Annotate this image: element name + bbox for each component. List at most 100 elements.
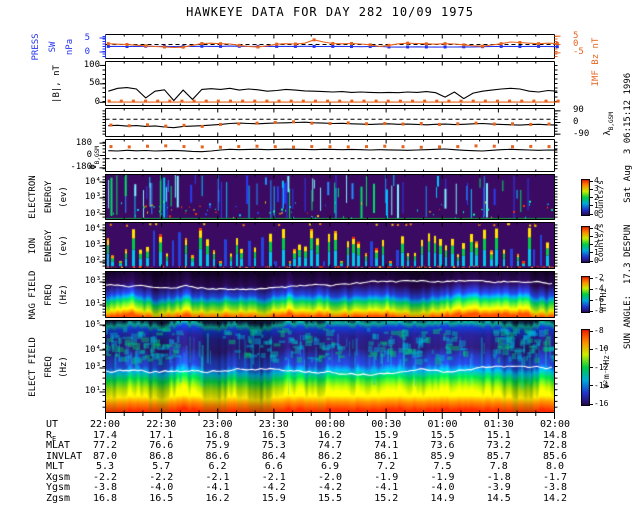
colorbar-tick-label: -4	[594, 284, 604, 293]
x-axis-time-label: 00:00	[314, 419, 346, 430]
colorbar-tick-label: -2	[594, 273, 604, 282]
table-cell: 16.8	[205, 429, 230, 441]
table-row-label-r: RE	[46, 429, 57, 443]
table-cell: 16.8	[92, 492, 118, 504]
table-cell: -2.1	[261, 471, 286, 483]
colorbar-tick-mark	[590, 277, 593, 279]
magnetic-field-magnitude-axis-label: |B|, nT	[52, 64, 62, 103]
y-tick-label: 100	[83, 59, 100, 70]
table-cell: 6.6	[264, 461, 283, 472]
colorbar-tick-mark	[590, 403, 593, 405]
table-cell: -2.2	[149, 471, 174, 483]
y-tick-label: -180	[70, 162, 92, 173]
colorbar-tick-mark	[590, 244, 593, 245]
colorbar-tick-label: 2	[594, 239, 599, 249]
colorbar-tick-mark	[590, 180, 593, 182]
colorbar-tick-mark	[590, 188, 593, 190]
colorbar-tick-mark	[590, 299, 593, 301]
mag-field-frequency-spectrogram-canvas	[105, 271, 555, 318]
table-cell: 14.5	[486, 492, 511, 504]
y-tick-label: 0	[84, 46, 90, 57]
table-cell: 87.0	[92, 450, 118, 462]
colorbar-tick-mark	[590, 235, 593, 237]
table-row-label-mlt: MLT	[46, 461, 65, 472]
lambda-b-gsm-latitude-angle-frame	[102, 108, 561, 137]
table-row-label-ygsm: Ygsm	[46, 482, 71, 493]
y-tick-label: 90	[573, 105, 584, 116]
lambda-subscript: B,GSM	[607, 112, 615, 131]
solar-wind-pressure-and-imf-bz-axis-label: nPa	[65, 38, 75, 55]
x-axis-time-label: 00:30	[371, 419, 402, 430]
table-cell: -3.8	[92, 482, 118, 493]
table-row-label-mlat: MLAT	[46, 440, 71, 451]
x-axis-time-label: 01:00	[427, 419, 458, 430]
colorbar-tick-mark	[590, 288, 593, 290]
table-cell: 15.5	[317, 492, 343, 504]
y-tick-label: 0	[86, 150, 92, 160]
x-axis-ticks	[105, 413, 555, 419]
table-cell: -2.1	[205, 471, 230, 483]
y-tick-label: -5	[573, 47, 584, 58]
elect-field-frequency-spectrogram-axis-label: (Hz)	[59, 355, 69, 378]
ion-energy-spectrogram-frame	[99, 222, 558, 269]
colorbar-tick-label: 1	[594, 200, 599, 210]
colorbar-ion	[581, 226, 590, 263]
solar-wind-pressure-and-imf-bz-frame	[99, 34, 561, 59]
colorbar-tick-label: -12	[594, 362, 609, 372]
y-tick-label: 10³	[84, 276, 101, 287]
elect-field-frequency-spectrogram-axis-label: ELECT FIELD	[28, 336, 38, 397]
table-cell: -2.0	[317, 471, 343, 483]
table-cell: 72.8	[542, 440, 568, 451]
elect-field-frequency-spectrogram-axis-label: FREQ	[44, 355, 54, 378]
colorbar-tick-label: 1	[594, 247, 599, 257]
page-title: HAWKEYE DATA FOR DAY 282 10/09 1975	[186, 5, 474, 19]
y-tick-label: 10¹	[84, 386, 101, 397]
table-cell: 77.2	[92, 440, 118, 451]
colorbar-tick-label: -14	[594, 380, 609, 390]
y-tick-label: 10⁴	[84, 224, 101, 235]
y-tick-label: 10⁴	[84, 176, 101, 187]
colorbar-tick-label: 0	[594, 256, 599, 265]
table-cell: 76.6	[149, 440, 174, 451]
table-cell: 74.7	[317, 440, 343, 451]
table-cell: 6.2	[208, 461, 227, 472]
colorbar-tick-label: 3	[594, 184, 599, 194]
table-row-label-xgsm: Xgsm	[46, 471, 71, 483]
colorbar-tick-label: 2	[594, 192, 599, 202]
colorbar-elect	[581, 329, 590, 406]
table-cell: 15.5	[430, 429, 455, 441]
table-cell: 75.3	[261, 440, 286, 451]
table-cell: 85.9	[430, 450, 455, 462]
table-cell: 73.2	[486, 440, 511, 451]
colorbar-tick-mark	[590, 385, 593, 387]
table-cell: 16.5	[149, 492, 174, 504]
elect-field-frequency-spectrogram-frame	[99, 320, 558, 413]
colorbar-tick-mark	[590, 213, 593, 215]
table-cell: 86.6	[205, 450, 230, 462]
table-cell: 85.6	[542, 450, 568, 462]
colorbar-tick-label: -6	[594, 295, 604, 304]
table-cell: 7.5	[433, 461, 452, 472]
colorbar-tick-label: 4	[594, 223, 599, 232]
x-axis-time-label: 02:00	[539, 419, 571, 430]
colorbar-tick-label: 3	[594, 231, 599, 241]
table-cell: 15.9	[261, 492, 286, 504]
table-cell: 86.8	[149, 450, 174, 462]
table-cell: -1.8	[486, 471, 511, 483]
table-cell: -1.9	[374, 471, 399, 483]
colorbar-electron	[581, 179, 590, 216]
y-tick-label: 180	[75, 137, 92, 148]
y-tick-label: 10²	[84, 208, 101, 219]
table-cell: 15.1	[486, 429, 511, 441]
table-row-label-ut: UT	[46, 419, 59, 430]
table-cell: 15.2	[374, 492, 399, 504]
table-cell: 16.2	[205, 492, 230, 504]
table-cell: -4.2	[317, 482, 343, 493]
phi-b-gsm-longitude-angle-frame	[99, 139, 558, 172]
y-tick-label: 0	[573, 39, 579, 49]
electron-energy-spectrogram-frame	[99, 174, 558, 220]
colorbar-tick-mark	[590, 348, 593, 350]
table-row-label-zgsm: Zgsm	[46, 492, 71, 504]
solar-wind-pressure-and-imf-bz-axis-label: PRESS	[31, 32, 41, 61]
